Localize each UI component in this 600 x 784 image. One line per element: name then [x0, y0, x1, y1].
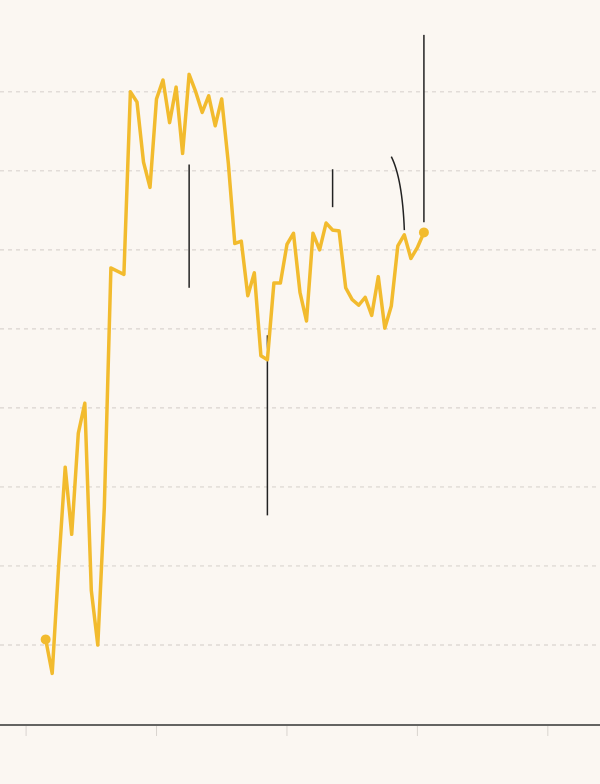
x-axis	[0, 724, 600, 736]
end-point	[418, 227, 429, 238]
annotation-leaders	[188, 34, 425, 516]
start-point	[40, 634, 51, 645]
annotation-leader-4	[390, 156, 406, 231]
series-line-1	[43, 72, 426, 676]
series-group	[40, 72, 429, 676]
